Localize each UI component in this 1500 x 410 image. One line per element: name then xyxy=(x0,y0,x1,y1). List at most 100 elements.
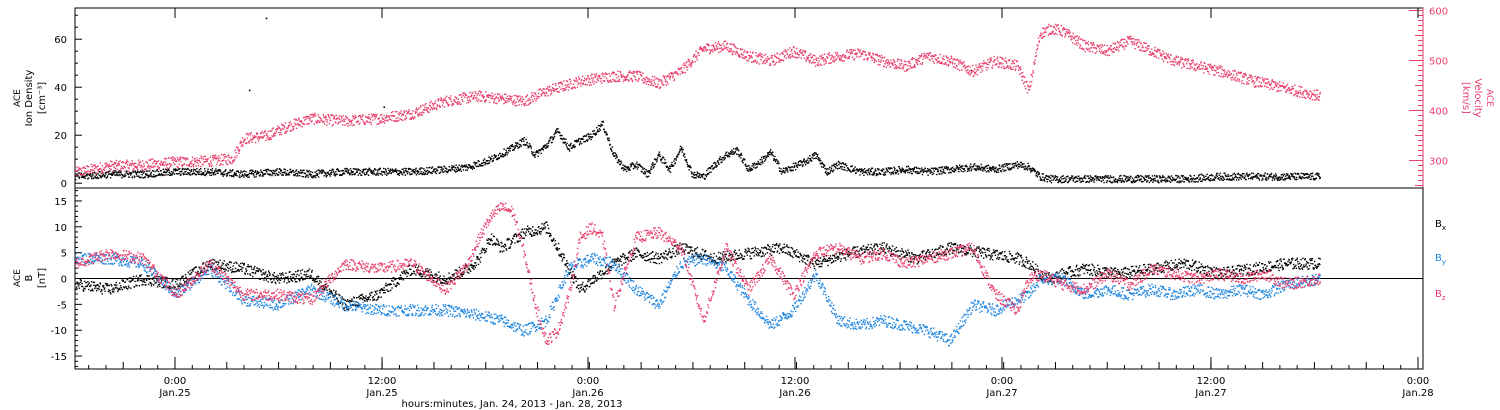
density-point xyxy=(1127,178,1129,181)
density-point xyxy=(1279,179,1282,181)
velocity-point xyxy=(880,61,882,63)
density-point xyxy=(658,151,661,153)
density-point xyxy=(1287,177,1289,179)
density-point xyxy=(261,172,264,174)
density-point xyxy=(518,146,520,149)
density-point xyxy=(659,153,661,156)
density-point xyxy=(1162,175,1164,177)
density-point xyxy=(339,174,341,176)
density-point xyxy=(1142,180,1144,183)
velocity-point xyxy=(830,62,832,64)
velocity-point xyxy=(590,84,592,86)
density-point xyxy=(130,174,132,176)
velocity-point xyxy=(479,94,481,96)
density-point xyxy=(850,165,852,168)
velocity-point xyxy=(337,121,340,124)
velocity-point xyxy=(115,162,117,164)
density-point xyxy=(584,140,586,143)
velocity-point xyxy=(947,65,950,67)
density-point xyxy=(905,170,907,172)
velocity-point xyxy=(514,105,516,107)
density-point xyxy=(1035,173,1038,175)
velocity-point xyxy=(268,138,271,141)
density-point xyxy=(1318,175,1321,178)
density-point xyxy=(1113,179,1115,181)
density-point xyxy=(272,173,274,175)
density-point xyxy=(890,171,893,174)
density-point xyxy=(202,173,205,176)
density-point xyxy=(788,166,790,168)
density-point xyxy=(1128,179,1131,181)
density-point xyxy=(1067,175,1069,177)
density-point xyxy=(222,175,224,177)
velocity-point xyxy=(174,158,177,160)
density-point xyxy=(471,165,473,168)
velocity-point xyxy=(496,102,498,105)
velocity-point xyxy=(613,72,616,74)
density-point xyxy=(888,167,890,170)
density-point xyxy=(952,170,955,172)
velocity-point xyxy=(175,160,178,163)
velocity-point xyxy=(777,57,779,59)
velocity-point xyxy=(746,52,749,54)
density-point xyxy=(201,174,203,176)
density-point xyxy=(504,153,507,156)
density-point xyxy=(869,170,871,172)
velocity-point xyxy=(81,170,83,172)
velocity-point xyxy=(593,73,595,76)
velocity-point xyxy=(260,132,263,134)
velocity-point xyxy=(487,95,489,97)
velocity-point xyxy=(584,83,587,86)
velocity-point xyxy=(516,95,518,98)
velocity-point xyxy=(546,92,548,95)
velocity-point xyxy=(691,60,693,62)
velocity-point xyxy=(553,88,556,90)
velocity-point xyxy=(131,160,133,162)
velocity-point xyxy=(437,98,439,100)
velocity-point xyxy=(385,116,387,119)
velocity-point xyxy=(924,52,926,55)
density-point xyxy=(184,171,186,173)
density-point xyxy=(885,171,887,173)
density-point xyxy=(754,162,756,165)
velocity-point xyxy=(668,73,670,75)
velocity-point xyxy=(106,171,109,173)
velocity-point xyxy=(815,57,818,59)
velocity-point xyxy=(878,55,881,57)
density-point xyxy=(597,129,599,131)
density-point xyxy=(1019,161,1022,164)
density-point xyxy=(735,147,737,150)
density-point xyxy=(473,162,475,164)
velocity-point xyxy=(204,155,206,157)
density-point xyxy=(1029,169,1032,171)
density-point xyxy=(927,168,929,170)
velocity-point xyxy=(219,157,221,159)
density-point xyxy=(1056,178,1058,181)
density-point xyxy=(807,157,809,159)
density-point xyxy=(923,168,925,171)
density-point xyxy=(1237,177,1239,179)
velocity-point xyxy=(453,100,456,102)
density-point xyxy=(315,170,318,172)
density-point xyxy=(189,174,192,176)
density-point xyxy=(790,169,793,171)
density-point xyxy=(465,164,468,166)
velocity-point xyxy=(851,52,853,54)
velocity-point xyxy=(566,80,569,83)
density-point xyxy=(832,164,834,167)
density-point xyxy=(129,172,132,174)
density-point xyxy=(508,147,510,150)
velocity-point xyxy=(289,121,292,123)
density-point xyxy=(534,153,537,156)
density-point xyxy=(529,144,532,147)
velocity-point xyxy=(471,92,474,94)
density-point xyxy=(534,154,536,156)
density-point xyxy=(108,170,110,173)
density-point xyxy=(502,154,505,156)
density-point xyxy=(1051,179,1053,181)
density-point xyxy=(1232,173,1234,175)
velocity-point xyxy=(890,59,892,61)
density-point xyxy=(865,172,868,174)
density-point xyxy=(173,173,176,175)
density-point xyxy=(105,177,107,179)
